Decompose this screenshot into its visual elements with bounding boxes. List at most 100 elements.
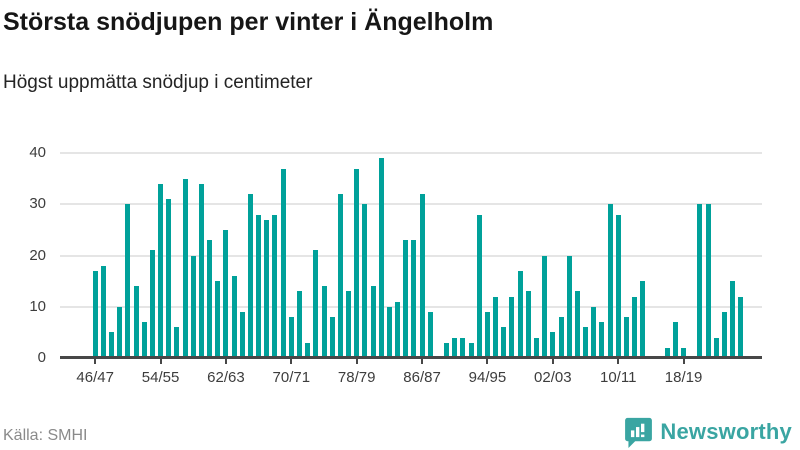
bar xyxy=(738,296,744,358)
bar xyxy=(566,255,572,358)
x-axis-label: 86/87 xyxy=(403,369,441,386)
bar xyxy=(337,194,343,358)
bar xyxy=(149,250,155,358)
bar xyxy=(288,317,294,358)
bar xyxy=(484,311,490,358)
bar xyxy=(501,327,507,358)
bar xyxy=(280,168,286,358)
newsworthy-icon xyxy=(625,417,653,448)
bar xyxy=(321,286,327,358)
bar xyxy=(297,291,302,358)
bar xyxy=(607,204,613,358)
bar xyxy=(207,240,213,358)
bar xyxy=(509,296,515,358)
bar xyxy=(403,240,409,358)
x-axis-label: 18/19 xyxy=(664,369,703,386)
bar xyxy=(198,183,204,358)
y-axis-label: 10 xyxy=(29,297,46,315)
axis-tick xyxy=(224,358,227,364)
x-axis-label: 94/95 xyxy=(468,369,507,386)
bar xyxy=(313,250,319,358)
axis-tick xyxy=(486,358,489,364)
x-axis-line xyxy=(60,356,762,359)
bar xyxy=(354,168,360,358)
page-subtitle: Högst uppmätta snödjup i centimeter xyxy=(3,72,313,93)
bar xyxy=(395,301,401,358)
chart: 46/47 54/55 62/63 70/71 78/79 86/87 94/95 02/03… xyxy=(0,135,800,400)
bar xyxy=(517,270,523,358)
bar xyxy=(109,332,115,358)
y-axis-label: 20 xyxy=(29,246,46,264)
bar xyxy=(264,219,270,358)
newsworthy-wordmark: Newsworthy xyxy=(660,419,792,444)
bar xyxy=(215,281,221,358)
x-axis-label: 02/03 xyxy=(534,369,572,386)
bar xyxy=(141,322,147,358)
bar xyxy=(158,183,164,358)
x-axis-label: 46/47 xyxy=(76,369,114,386)
bar xyxy=(615,214,621,358)
bar xyxy=(672,322,678,358)
bar xyxy=(346,291,352,358)
gridline xyxy=(60,254,762,257)
axis-tick xyxy=(94,358,97,364)
bar xyxy=(468,342,474,358)
bar xyxy=(117,306,123,358)
bar xyxy=(460,337,466,358)
bar xyxy=(533,337,539,358)
axis-tick xyxy=(617,358,620,364)
bar xyxy=(256,214,262,358)
bar xyxy=(182,178,188,358)
axis-tick xyxy=(290,358,293,364)
source-label: Källa: SMHI xyxy=(3,427,88,444)
bar xyxy=(190,255,196,358)
bar xyxy=(550,332,556,358)
bar xyxy=(223,230,229,358)
bar xyxy=(329,317,335,358)
bar xyxy=(591,306,597,358)
axis-tick xyxy=(159,358,162,364)
bar xyxy=(166,199,172,358)
bar xyxy=(583,327,589,358)
bar xyxy=(542,255,548,358)
axis-tick xyxy=(682,358,685,364)
bar xyxy=(378,158,384,358)
newsworthy-logo: Newsworthy xyxy=(625,416,792,448)
bar xyxy=(697,204,703,358)
bar xyxy=(730,281,736,358)
bar xyxy=(231,276,237,358)
gridline xyxy=(60,203,762,206)
x-axis-label: 10/11 xyxy=(599,369,637,386)
bar xyxy=(632,296,638,358)
y-axis-label: 40 xyxy=(29,144,46,162)
bar xyxy=(370,286,376,358)
axis-tick xyxy=(421,358,424,364)
bar xyxy=(362,204,368,358)
bar xyxy=(640,281,646,358)
page-title: Största snödjupen per vinter i Ängelholm xyxy=(3,8,494,36)
gridline xyxy=(60,305,762,308)
bar xyxy=(272,214,278,358)
bar xyxy=(705,204,711,358)
bar xyxy=(100,265,106,358)
y-axis-label: 30 xyxy=(29,195,46,213)
bar xyxy=(305,342,311,358)
bar xyxy=(427,311,433,358)
bar xyxy=(599,322,605,358)
bar xyxy=(493,296,499,358)
x-axis-label: 78/79 xyxy=(337,369,376,386)
gridline xyxy=(60,152,762,155)
bar xyxy=(125,204,131,358)
x-axis-label: 62/63 xyxy=(207,369,245,386)
bar xyxy=(476,214,482,358)
bar xyxy=(452,337,458,358)
bar xyxy=(92,270,98,358)
bar xyxy=(525,291,531,358)
y-axis-label: 0 xyxy=(37,349,46,366)
x-axis-label: 54/55 xyxy=(141,369,180,386)
bar xyxy=(386,306,392,358)
plot-area: 46/47 54/55 62/63 70/71 78/79 86/87 94/95 02/03… xyxy=(60,143,762,386)
bar xyxy=(721,311,727,358)
bar xyxy=(419,194,425,358)
bar xyxy=(133,286,139,358)
